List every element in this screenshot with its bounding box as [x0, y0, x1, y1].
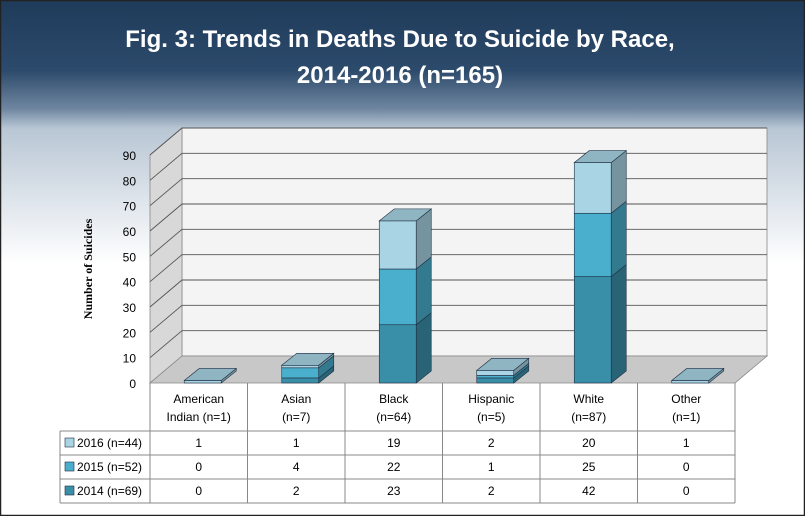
data-value-label: 4 — [293, 460, 300, 474]
bar-top-cap — [378, 208, 433, 222]
bar-2014-4 — [573, 263, 627, 384]
y-tick-label: 80 — [123, 174, 137, 188]
bar-front-2014 — [476, 377, 515, 384]
data-value-label: 42 — [582, 484, 596, 498]
bar-top-cap — [573, 150, 628, 163]
bar-front-2014 — [378, 324, 417, 384]
data-value-label: 2 — [488, 484, 495, 498]
bar-front-2015 — [281, 367, 320, 379]
bar-top-cap — [183, 368, 238, 381]
legend-label-2014: 2014 (n=69) — [77, 484, 142, 498]
gridline — [149, 178, 767, 207]
y-tick-label: 90 — [123, 149, 137, 163]
category-label: (n=64) — [376, 410, 411, 424]
bar-2016-4 — [573, 149, 627, 214]
category-label: Asian — [281, 392, 311, 406]
category-label: (n=1) — [672, 410, 700, 424]
data-value-label: 22 — [387, 460, 401, 474]
bar-front-2016 — [671, 380, 710, 384]
bar-front-2016 — [573, 162, 612, 214]
data-value-label: 1 — [293, 436, 300, 450]
bar-side-2015 — [610, 200, 627, 278]
legend-swatch-2015 — [64, 461, 75, 472]
bar-2016-2 — [378, 208, 432, 270]
gridline — [149, 152, 767, 181]
gridline — [149, 127, 767, 156]
bar-top-cap — [670, 368, 725, 381]
bar-front-2016 — [476, 370, 515, 376]
data-value-label: 1 — [195, 436, 202, 450]
data-value-label: 0 — [195, 484, 202, 498]
y-tick-label: 40 — [123, 276, 137, 290]
bar-front-2015 — [476, 375, 515, 379]
y-tick-label: 70 — [123, 200, 137, 214]
bar-2014-2 — [378, 312, 432, 384]
y-tick-label: 60 — [123, 225, 137, 239]
data-value-label: 23 — [387, 484, 401, 498]
y-tick-label: 0 — [129, 377, 136, 391]
category-label: Hispanic — [468, 392, 514, 406]
chart-title-line-1: Fig. 3: Trends in Deaths Due to Suicide … — [125, 26, 675, 53]
chart-title: Fig. 3: Trends in Deaths Due to Suicide … — [100, 22, 700, 94]
category-label: White — [573, 392, 604, 406]
bar-top-cap — [280, 352, 335, 366]
bar-front-2016 — [183, 380, 222, 384]
back-wall — [181, 127, 768, 357]
chart-title-line-2: 2014-2016 (n=165) — [296, 62, 504, 89]
legend-swatch-2016 — [64, 437, 75, 448]
bar-front-2015 — [378, 268, 417, 326]
data-value-label: 25 — [582, 460, 596, 474]
category-label: Black — [379, 392, 409, 406]
data-value-label: 19 — [387, 436, 401, 450]
gridline — [149, 304, 767, 333]
category-label: Other — [671, 392, 701, 406]
y-tick-label: 30 — [123, 301, 137, 315]
bar-front-2016 — [281, 364, 320, 369]
data-value-label: 20 — [582, 436, 596, 450]
data-value-label: 2 — [293, 484, 300, 498]
data-value-label: 0 — [195, 460, 202, 474]
data-value-label: 1 — [488, 460, 495, 474]
bar-front-2014 — [573, 276, 612, 384]
data-value-label: 0 — [683, 484, 690, 498]
bar-front-2015 — [573, 212, 612, 277]
bar-front-2016 — [378, 220, 417, 270]
data-value-label: 2 — [488, 436, 495, 450]
legend-label-2015: 2015 (n=52) — [77, 460, 142, 474]
category-label: (n=7) — [282, 410, 310, 424]
legend-swatch-2014 — [64, 485, 75, 496]
gridline — [149, 254, 767, 283]
data-table-bg — [60, 431, 735, 503]
category-label: (n=87) — [571, 410, 606, 424]
bar-top-cap — [475, 358, 530, 371]
gridline — [149, 203, 767, 232]
gridline — [149, 228, 767, 257]
data-value-label: 1 — [683, 436, 690, 450]
y-tick-label: 50 — [123, 250, 137, 264]
category-label: (n=5) — [477, 410, 505, 424]
category-label: Indian (n=1) — [167, 410, 231, 424]
title-banner: Fig. 3: Trends in Deaths Due to Suicide … — [0, 0, 805, 128]
gridline — [149, 330, 767, 359]
data-value-label: 0 — [683, 460, 690, 474]
bar-side-2014 — [610, 263, 627, 384]
gridline — [149, 279, 767, 308]
y-tick-label: 20 — [123, 326, 137, 340]
legend-label-2016: 2016 (n=44) — [77, 436, 142, 450]
bar-2015-2 — [378, 256, 432, 326]
y-tick-label: 10 — [123, 352, 137, 366]
y-axis-label: Number of Suicides — [81, 218, 95, 319]
bar-front-2014 — [281, 377, 320, 384]
category-label: American — [173, 392, 224, 406]
